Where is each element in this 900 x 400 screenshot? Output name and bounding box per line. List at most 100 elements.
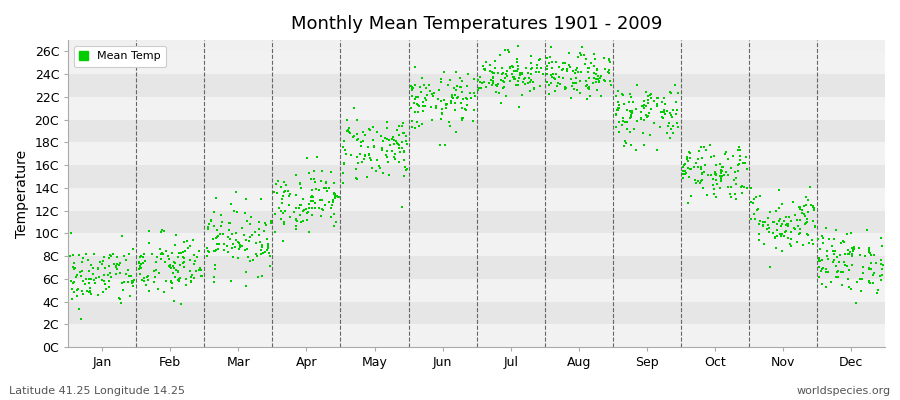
Point	[623, 108, 637, 114]
Bar	[68, 142, 885, 165]
Point	[477, 67, 491, 73]
Point	[68, 265, 83, 271]
Point	[637, 105, 652, 112]
Point	[660, 108, 674, 114]
Point	[131, 266, 146, 272]
Point	[714, 176, 728, 182]
Point	[294, 202, 309, 208]
Point	[765, 219, 779, 225]
Point	[874, 260, 888, 267]
Point	[582, 83, 597, 90]
Point	[297, 207, 311, 214]
Point	[591, 76, 606, 82]
Point	[695, 171, 709, 177]
Point	[283, 214, 297, 220]
Point	[623, 129, 637, 136]
Point	[415, 121, 429, 128]
Point	[343, 130, 357, 137]
Point	[555, 75, 570, 81]
Point	[416, 108, 430, 114]
Point	[91, 266, 105, 272]
Point	[515, 70, 529, 76]
Point	[806, 203, 821, 209]
Point	[221, 249, 236, 255]
Point	[738, 153, 752, 160]
Point	[784, 229, 798, 235]
Point	[127, 276, 141, 283]
Point	[698, 147, 713, 153]
Point	[79, 251, 94, 257]
Point	[202, 221, 216, 228]
Point	[374, 165, 388, 171]
Point	[324, 169, 338, 176]
Point	[226, 241, 240, 248]
Point	[690, 163, 705, 170]
Point	[577, 52, 591, 58]
Point	[756, 222, 770, 229]
Point	[116, 287, 130, 294]
Point	[257, 228, 272, 234]
Point	[740, 185, 754, 192]
Point	[666, 107, 680, 114]
Point	[261, 242, 275, 249]
Point	[251, 274, 266, 280]
Point	[639, 102, 653, 109]
Point	[112, 270, 127, 276]
Point	[558, 86, 572, 93]
Point	[791, 203, 806, 210]
Point	[729, 196, 743, 202]
Point	[772, 216, 787, 222]
Point	[211, 233, 225, 239]
Point	[395, 122, 410, 129]
Bar	[68, 210, 885, 233]
Point	[439, 104, 454, 111]
Point	[317, 184, 331, 191]
Point	[306, 194, 320, 200]
Point	[405, 86, 419, 92]
Bar	[68, 233, 885, 256]
Point	[346, 133, 361, 140]
Point	[176, 255, 191, 261]
Point	[781, 214, 796, 220]
Point	[307, 176, 321, 182]
Point	[451, 94, 465, 100]
Point	[180, 238, 194, 244]
Point	[289, 216, 303, 222]
Point	[831, 274, 845, 280]
Point	[166, 280, 180, 286]
Point	[301, 208, 315, 215]
Point	[780, 221, 795, 228]
Point	[185, 272, 200, 279]
Point	[409, 94, 423, 100]
Point	[814, 281, 829, 288]
Point	[200, 245, 214, 251]
Point	[792, 230, 806, 237]
Point	[588, 56, 602, 62]
Point	[68, 278, 82, 285]
Point	[104, 252, 118, 259]
Point	[569, 80, 583, 86]
Point	[319, 179, 333, 185]
Point	[494, 77, 508, 84]
Point	[845, 253, 859, 259]
Point	[75, 259, 89, 265]
Point	[141, 228, 156, 234]
Point	[654, 99, 669, 105]
Point	[166, 264, 181, 271]
Point	[396, 130, 410, 136]
Point	[260, 236, 274, 242]
Point	[350, 176, 365, 182]
Point	[843, 230, 858, 236]
Point	[186, 274, 201, 281]
Point	[300, 210, 314, 216]
Point	[587, 70, 601, 76]
Point	[428, 103, 443, 110]
Point	[176, 249, 191, 255]
Point	[512, 75, 526, 82]
Point	[590, 66, 604, 72]
Point	[473, 84, 488, 91]
Point	[496, 84, 510, 91]
Point	[496, 70, 510, 76]
Point	[230, 238, 245, 245]
Point	[778, 229, 792, 236]
